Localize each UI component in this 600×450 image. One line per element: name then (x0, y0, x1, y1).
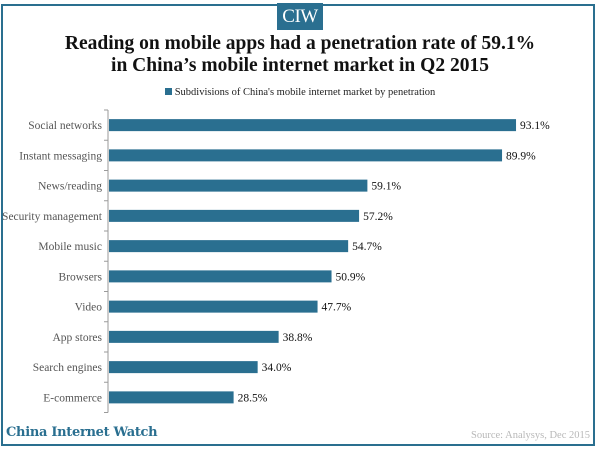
bar (109, 179, 368, 192)
value-label: 50.9% (336, 271, 366, 283)
bar (109, 300, 318, 313)
bar (109, 119, 517, 132)
category-label: App stores (52, 332, 102, 344)
category-label: E-commerce (43, 392, 102, 404)
bar (109, 149, 503, 162)
source-note: Source: Analysys, Dec 2015 (471, 430, 590, 441)
category-label: News/reading (38, 181, 102, 193)
chart-title-line1: Reading on mobile apps had a penetration… (64, 33, 536, 54)
value-label: 28.5% (238, 392, 268, 404)
value-label: 57.2% (363, 211, 393, 223)
bar (109, 240, 349, 253)
category-label: Browsers (59, 271, 103, 283)
legend-label: Subdivisions of China's mobile internet … (174, 87, 436, 98)
category-label: Video (75, 302, 103, 314)
ciw-logo: CIW (277, 3, 323, 30)
chart-legend: Subdivisions of China's mobile internet … (0, 87, 600, 98)
category-label: Social networks (28, 120, 102, 132)
value-label: 34.0% (262, 362, 292, 374)
category-label: Mobile music (38, 241, 102, 253)
category-label: Search engines (33, 362, 103, 374)
chart-title: Reading on mobile apps had a penetration… (0, 33, 600, 77)
bar (109, 391, 234, 404)
value-label: 89.9% (506, 150, 536, 162)
value-label: 93.1% (520, 120, 550, 132)
value-label: 38.8% (283, 332, 313, 344)
value-label: 54.7% (352, 241, 382, 253)
bar (109, 209, 360, 222)
bar (109, 361, 258, 374)
bar (109, 270, 332, 283)
legend-swatch (164, 88, 172, 95)
bar (109, 330, 279, 343)
value-label: 59.1% (371, 181, 401, 193)
brand-name: China Internet Watch (6, 425, 158, 440)
value-label: 47.7% (322, 302, 352, 314)
category-label: Security management (2, 211, 103, 223)
chart-title-line2: in China’s mobile internet market in Q2 … (111, 55, 489, 76)
category-label: Instant messaging (19, 150, 102, 162)
